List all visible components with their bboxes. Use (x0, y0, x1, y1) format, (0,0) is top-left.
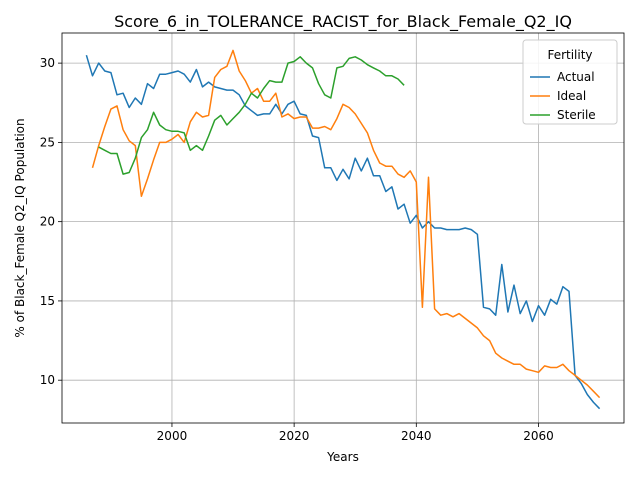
x-tick-label: 2040 (401, 429, 432, 443)
legend-label-actual: Actual (557, 70, 595, 84)
legend-label-ideal: Ideal (557, 89, 586, 103)
x-tick-label: 2060 (523, 429, 554, 443)
series-layer (85, 49, 601, 410)
legend-items: Actual Ideal Sterile (530, 70, 596, 122)
series-line-ideal (91, 49, 601, 399)
y-tick-label: 15 (40, 294, 55, 308)
legend-box (522, 39, 618, 125)
x-tick-label: 2000 (157, 429, 188, 443)
legend-title: Fertility (547, 48, 592, 62)
y-axis-label: % of Black_Female Q2_IQ Population (13, 118, 27, 337)
series-line-sterile (98, 56, 405, 175)
plot-area-frame (61, 32, 625, 424)
legend-label-sterile: Sterile (557, 108, 596, 122)
series-line-actual (85, 54, 601, 410)
tick-layer: 2000 2020 2040 2060 10 15 20 25 30 (40, 56, 554, 443)
y-tick-label: 30 (40, 56, 55, 70)
legend: Fertility Actual Ideal Sterile (522, 39, 618, 125)
x-axis-label: Years (326, 450, 359, 464)
y-tick-label: 10 (40, 373, 55, 387)
y-tick-label: 25 (40, 135, 55, 149)
x-tick-label: 2020 (279, 429, 310, 443)
y-tick-label: 20 (40, 215, 55, 229)
chart-title: Score_6_in_TOLERANCE_RACIST_for_Black_Fe… (114, 12, 572, 32)
